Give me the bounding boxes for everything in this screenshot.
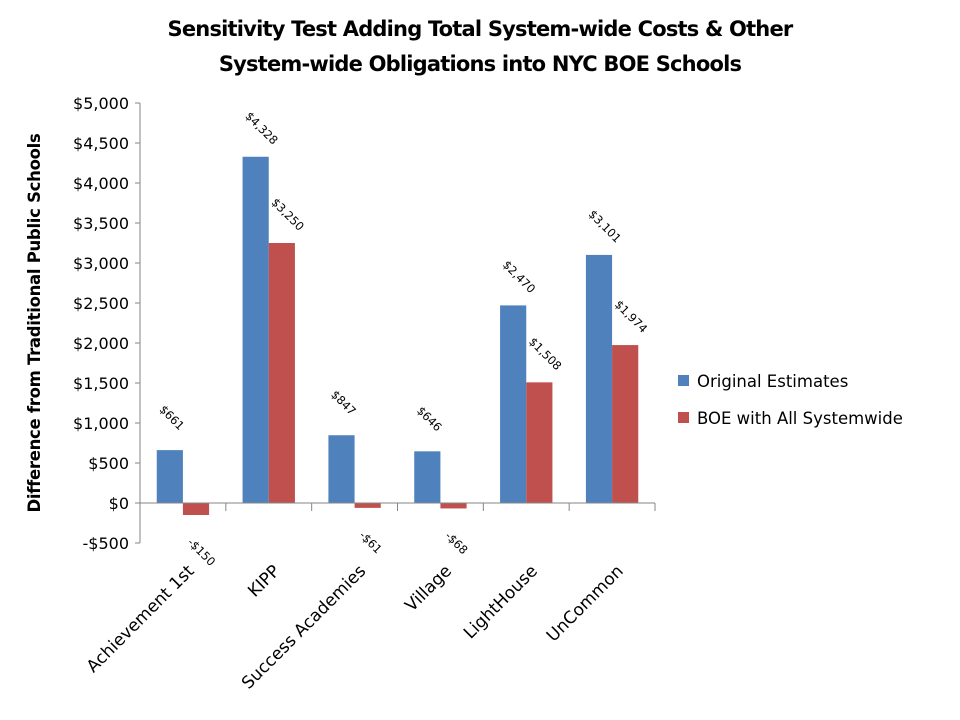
y-tick-label: $5,000 bbox=[73, 94, 129, 113]
bar-boe-systemwide bbox=[526, 382, 553, 503]
bar-original-estimates bbox=[156, 450, 183, 503]
x-tick-label: Achievement 1st bbox=[83, 561, 199, 677]
data-label: -$61 bbox=[356, 528, 384, 556]
legend-swatch bbox=[678, 412, 689, 423]
data-label: $3,101 bbox=[586, 207, 624, 245]
y-tick-label: $2,500 bbox=[73, 294, 129, 313]
bar-boe-systemwide bbox=[612, 345, 639, 503]
bar-boe-systemwide bbox=[354, 503, 381, 508]
y-tick-label: $4,500 bbox=[73, 134, 129, 153]
x-tick-label: UnCommon bbox=[543, 561, 628, 646]
bar-original-estimates bbox=[414, 451, 441, 503]
legend: Original Estimates BOE with All Systemwid… bbox=[678, 372, 903, 428]
bar-original-estimates bbox=[500, 305, 527, 503]
y-tick-label: $3,500 bbox=[73, 214, 129, 233]
data-label: $3,250 bbox=[269, 195, 307, 233]
data-labels: $661 -$150 $4,328 $3,250 $847 -$61 $646 -$68 $2,… bbox=[157, 109, 651, 569]
bar-original-estimates bbox=[585, 254, 613, 503]
y-tick-label: $3,000 bbox=[73, 254, 129, 273]
y-tick-label: $4,000 bbox=[73, 174, 129, 193]
x-tick-label: KIPP bbox=[244, 561, 284, 601]
y-tick-label: $0 bbox=[109, 494, 129, 513]
y-axis-label: Difference from Traditional Public Schoo… bbox=[25, 133, 44, 513]
data-label: $1,508 bbox=[526, 335, 564, 373]
data-label: $2,470 bbox=[500, 258, 538, 296]
y-tick-label: $1,500 bbox=[73, 374, 129, 393]
data-label: $4,328 bbox=[242, 109, 280, 147]
bar-original-estimates bbox=[242, 156, 269, 503]
y-axis: -$500 $0 $500 $1,000 $1,500 $2,000 $2,500 $3,00… bbox=[73, 94, 141, 553]
chart-title-line-1: Sensitivity Test Adding Total System-wid… bbox=[168, 17, 794, 41]
chart-title: Sensitivity Test Adding Total System-wid… bbox=[168, 17, 795, 76]
x-tick-label: LightHouse bbox=[460, 561, 542, 643]
data-label: $1,974 bbox=[612, 297, 650, 335]
data-label: $646 bbox=[414, 404, 445, 435]
y-tick-label: -$500 bbox=[83, 534, 130, 553]
data-label: $661 bbox=[157, 402, 188, 433]
data-label: -$68 bbox=[442, 529, 470, 557]
data-label: $847 bbox=[328, 387, 359, 418]
bar-boe-systemwide bbox=[182, 503, 210, 515]
chart-title-line-2: System-wide Obligations into NYC BOE Sch… bbox=[219, 52, 742, 76]
y-tick-label: $1,000 bbox=[73, 414, 129, 433]
y-tick-label: $2,000 bbox=[73, 334, 129, 353]
y-tick-label: $500 bbox=[88, 454, 129, 473]
legend-swatch bbox=[678, 375, 689, 386]
legend-label: Original Estimates bbox=[697, 372, 848, 391]
data-label: -$150 bbox=[185, 535, 219, 569]
bar-original-estimates bbox=[328, 435, 355, 503]
x-axis bbox=[140, 502, 656, 511]
x-tick-label: Village bbox=[401, 561, 456, 616]
bar-boe-systemwide bbox=[440, 503, 467, 509]
bars bbox=[156, 156, 639, 515]
legend-label: BOE with All Systemwide bbox=[697, 409, 903, 428]
bar-boe-systemwide bbox=[268, 243, 295, 503]
